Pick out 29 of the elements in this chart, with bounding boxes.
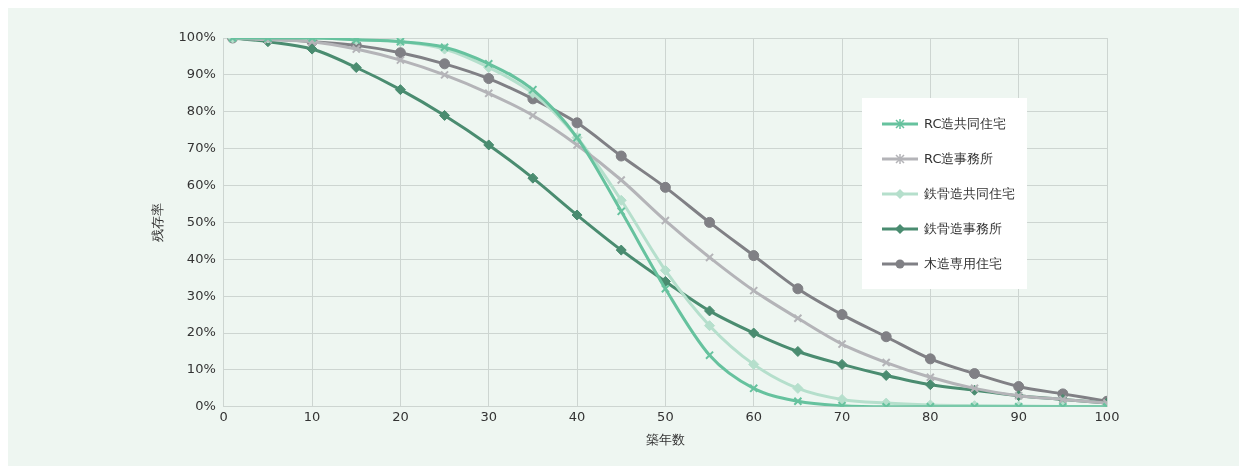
y-tick-label: 80% bbox=[186, 103, 216, 119]
x-tick-label: 50 bbox=[657, 408, 674, 424]
y-tick-label: 20% bbox=[186, 324, 216, 340]
y-tick-label: 10% bbox=[186, 361, 216, 377]
y-tick-label: 60% bbox=[186, 176, 216, 192]
y-tick-label: 100% bbox=[178, 29, 216, 45]
x-tick-label: 0 bbox=[219, 408, 228, 424]
legend-label: RC造共同住宅 bbox=[924, 114, 1007, 133]
y-tick-label: 70% bbox=[186, 140, 216, 156]
x-tick-label: 40 bbox=[568, 408, 586, 424]
x-tick-label: 90 bbox=[1010, 408, 1027, 424]
x-tick-label: 100 bbox=[1094, 408, 1120, 424]
x-tick-label: 80 bbox=[922, 408, 939, 424]
x-tick-label: 70 bbox=[833, 408, 851, 424]
x-tick-label: 20 bbox=[392, 408, 409, 424]
x-tick-label: 60 bbox=[745, 408, 762, 424]
y-tick-label: 30% bbox=[186, 287, 216, 303]
legend-label: RC造事務所 bbox=[924, 149, 994, 168]
x-tick-label: 30 bbox=[480, 408, 498, 424]
y-tick-label: 0% bbox=[195, 398, 216, 414]
legend-label: 鉄骨造共同住宅 bbox=[924, 184, 1015, 203]
y-tick-label: 90% bbox=[186, 66, 216, 82]
y-tick-label: 50% bbox=[186, 213, 216, 229]
y-tick-label: 40% bbox=[186, 250, 216, 266]
legend-label: 鉄骨造事務所 bbox=[924, 219, 1002, 238]
y-axis-title: 残存率 bbox=[150, 202, 166, 242]
legend-label: 木造専用住宅 bbox=[924, 254, 1002, 273]
x-tick-label: 10 bbox=[303, 408, 321, 424]
x-axis-title: 築年数 bbox=[645, 431, 685, 447]
